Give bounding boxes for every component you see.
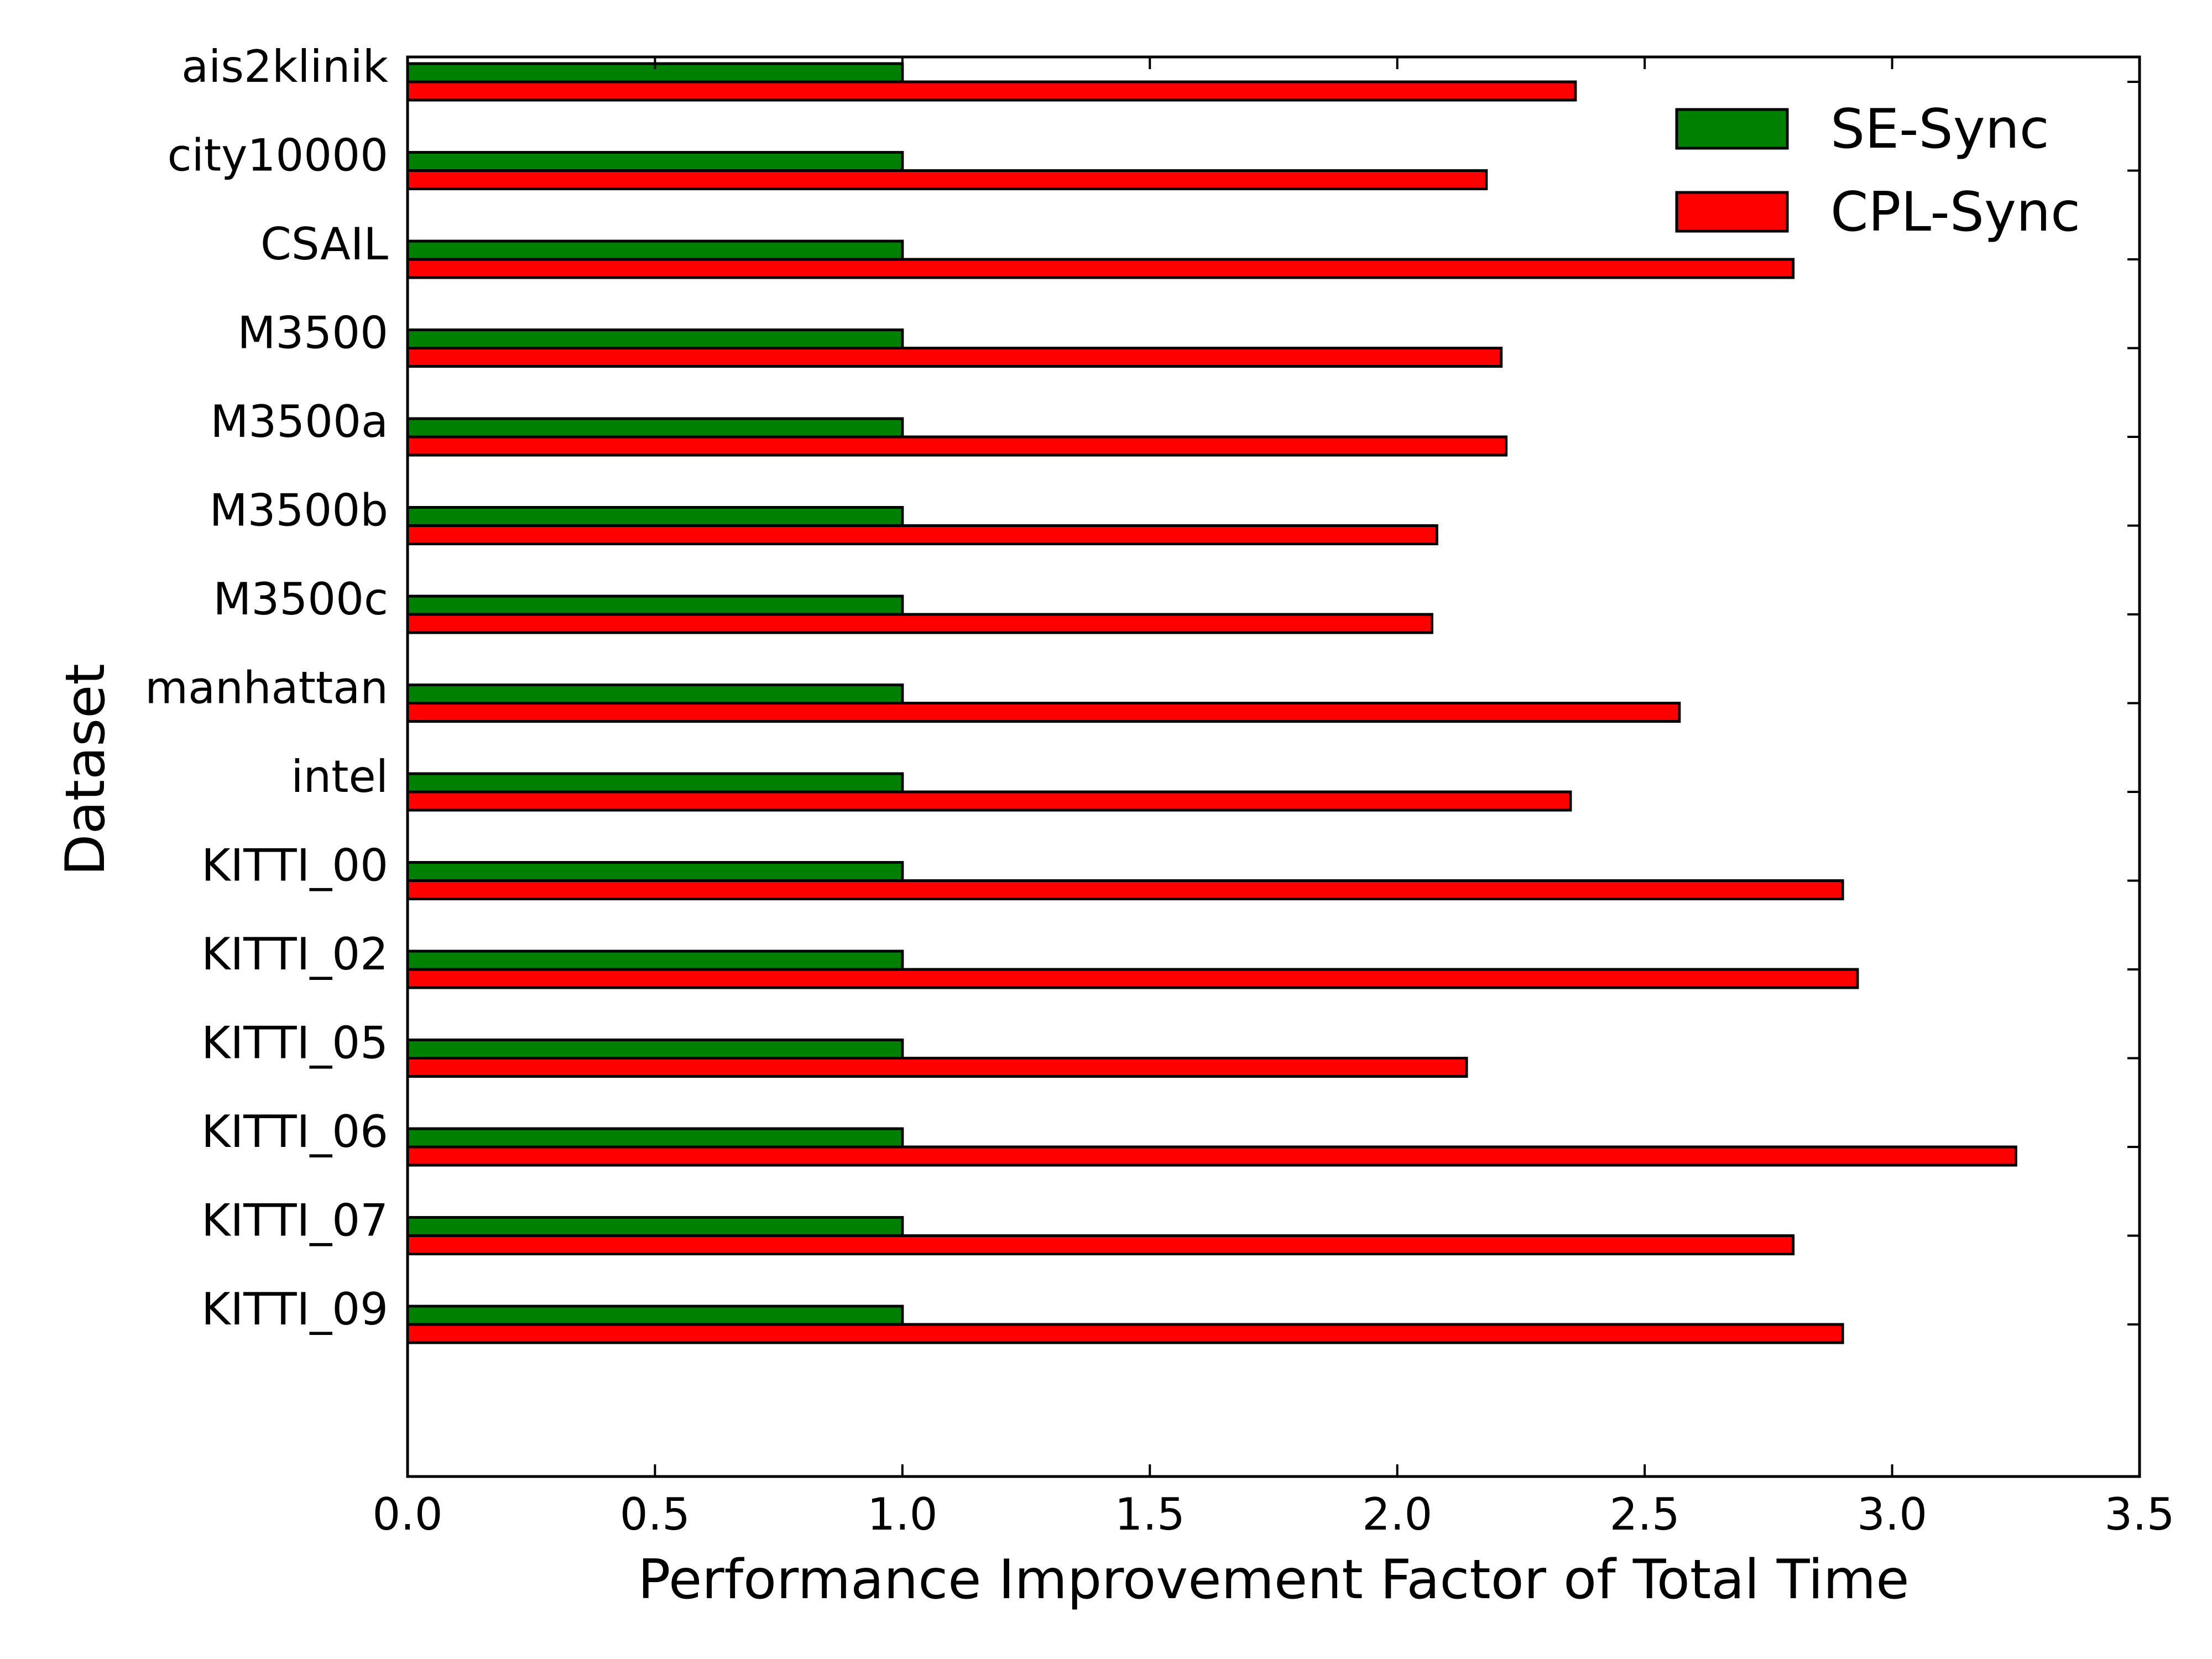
bar-se-sync-m3500c [406,594,904,616]
x-tick-label: 0.5 [620,1489,690,1540]
bars-layer [406,62,2017,1344]
y-axis-title: Dataset [54,664,117,876]
x-tick-label: 1.0 [867,1489,937,1540]
legend: SE-Sync CPL-Sync [1675,98,2080,244]
y-tick-label: KITTI_00 [201,840,388,891]
bar-se-sync-kitti_09 [406,1305,904,1326]
y-tick-label: manhattan [145,662,388,714]
bar-cpl-sync-kitti_02 [406,968,1859,989]
bar-se-sync-kitti_00 [406,861,904,882]
legend-label-se-sync: SE-Sync [1830,98,2049,161]
bar-cpl-sync-intel [406,790,1572,812]
legend-label-cpl-sync: CPL-Sync [1830,181,2080,244]
legend-swatch-se-sync [1675,108,1789,150]
bar-cpl-sync-m3500 [406,347,1503,368]
bar-cpl-sync-ais2klinik [406,80,1577,102]
bar-cpl-sync-csail [406,258,1795,279]
bar-se-sync-kitti_02 [406,950,904,971]
y-tick-label: M3500 [237,307,388,359]
y-tick-label: city10000 [168,130,388,181]
bar-cpl-sync-m3500b [406,524,1438,545]
x-tick-label: 2.0 [1362,1489,1432,1540]
bar-cpl-sync-kitti_07 [406,1234,1795,1255]
x-tick-label: 2.5 [1610,1489,1680,1540]
bar-se-sync-m3500a [406,417,904,439]
legend-swatch-cpl-sync [1675,191,1789,233]
x-tick-label: 3.5 [2104,1489,2174,1540]
y-tick-label: M3500b [210,485,388,536]
bar-cpl-sync-m3500c [406,613,1433,634]
x-tick-label: 3.0 [1857,1489,1927,1540]
bar-cpl-sync-kitti_09 [406,1323,1844,1344]
bar-se-sync-m3500 [406,328,904,349]
y-tick-label: KITTI_05 [201,1018,388,1069]
bar-se-sync-manhattan [406,684,904,705]
bar-se-sync-city10000 [406,151,904,172]
x-tick-label: 1.5 [1115,1489,1185,1540]
bar-cpl-sync-kitti_00 [406,879,1844,900]
bar-cpl-sync-kitti_05 [406,1057,1468,1078]
y-tick-label: KITTI_02 [201,928,388,980]
bar-cpl-sync-m3500a [406,435,1508,457]
y-tick-label: ais2klinik [181,41,389,92]
y-tick-label: M3500c [213,573,388,625]
y-tick-label: intel [291,751,388,802]
bar-se-sync-intel [406,772,904,794]
y-tick-label: CSAIL [260,218,388,270]
y-tick-label: KITTI_06 [201,1106,388,1157]
bar-cpl-sync-manhattan [406,702,1681,723]
bar-se-sync-kitti_06 [406,1127,904,1149]
bar-se-sync-csail [406,239,904,261]
ticks-layer [406,57,2141,1477]
bar-se-sync-m3500b [406,506,904,527]
bar-cpl-sync-kitti_06 [406,1145,2017,1167]
y-tick-label: KITTI_09 [201,1284,388,1335]
bar-se-sync-kitti_05 [406,1039,904,1060]
x-tick-labels: 0.0 0.5 1.0 1.5 2.0 2.5 3.0 3.5 [372,1489,2174,1540]
x-axis-title: Performance Improvement Factor of Total … [638,1548,1909,1611]
bar-se-sync-kitti_07 [406,1216,904,1237]
y-tick-label: M3500a [210,396,388,447]
x-tick-label: 0.0 [372,1489,442,1540]
plot-area-frame [406,55,2141,1478]
y-tick-labels: ais2klinik city10000 CSAIL M3500 M3500a M3500… [145,41,389,1335]
y-tick-label: KITTI_07 [201,1195,388,1246]
bar-cpl-sync-city10000 [406,169,1488,190]
